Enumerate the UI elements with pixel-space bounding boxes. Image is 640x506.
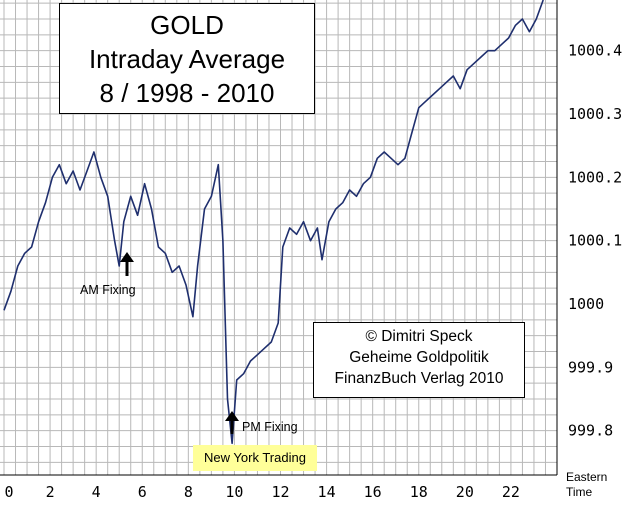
credit-author: © Dimitri Speck [365, 328, 473, 345]
y-tick-labels: 999.8 999.9 1000 1000.1 1000.2 1000.3 1000.4 [568, 42, 622, 440]
x-tick-label: 6 [138, 483, 147, 501]
x-tick-label: 4 [92, 483, 101, 501]
credit-box: © Dimitri Speck Geheime Goldpolitik Fina… [313, 322, 525, 398]
y-tick-label: 1000.4 [568, 42, 622, 60]
y-tick-label: 999.8 [568, 422, 613, 440]
x-tick-label: 16 [364, 483, 382, 501]
credit-book: Geheime Goldpolitik [349, 349, 489, 366]
x-tick-label: 14 [318, 483, 336, 501]
am-fixing-arrow [120, 252, 134, 276]
x-tick-label: 8 [184, 483, 193, 501]
gold-average-line [3, 0, 544, 445]
y-tick-label: 1000.3 [568, 105, 622, 123]
x-tick-label: 20 [456, 483, 474, 501]
ny-trading-highlight: New York Trading [193, 445, 317, 471]
x-tick-label: 22 [502, 483, 520, 501]
x-tick-label: 2 [46, 483, 55, 501]
x-tick-label: 10 [225, 483, 243, 501]
credit-publisher: FinanzBuch Verlag 2010 [334, 370, 504, 387]
y-tick-label: 1000.2 [568, 168, 622, 186]
chart-period: 8 / 1998 - 2010 [99, 78, 275, 108]
am-fixing-label: AM Fixing [80, 283, 136, 297]
x-axis-title-line2: Time [566, 485, 593, 499]
x-tick-label: 0 [4, 483, 13, 501]
chart-subtitle: Intraday Average [88, 44, 286, 74]
x-tick-label: 12 [271, 483, 289, 501]
chart-title: GOLD [150, 10, 224, 40]
y-tick-label: 999.9 [568, 358, 613, 376]
x-axis-title: Eastern Time [566, 470, 607, 500]
title-box: GOLD Intraday Average 8 / 1998 - 2010 [59, 3, 315, 114]
y-tick-label: 1000 [568, 295, 604, 313]
x-axis-title-line1: Eastern [566, 470, 608, 484]
pm-fixing-arrow [225, 411, 239, 434]
y-tick-label: 1000.1 [568, 232, 622, 250]
x-tick-labels: 0 2 4 6 8 10 12 14 16 18 20 22 [4, 483, 519, 501]
pm-fixing-label: PM Fixing [242, 420, 298, 434]
x-tick-label: 18 [410, 483, 428, 501]
